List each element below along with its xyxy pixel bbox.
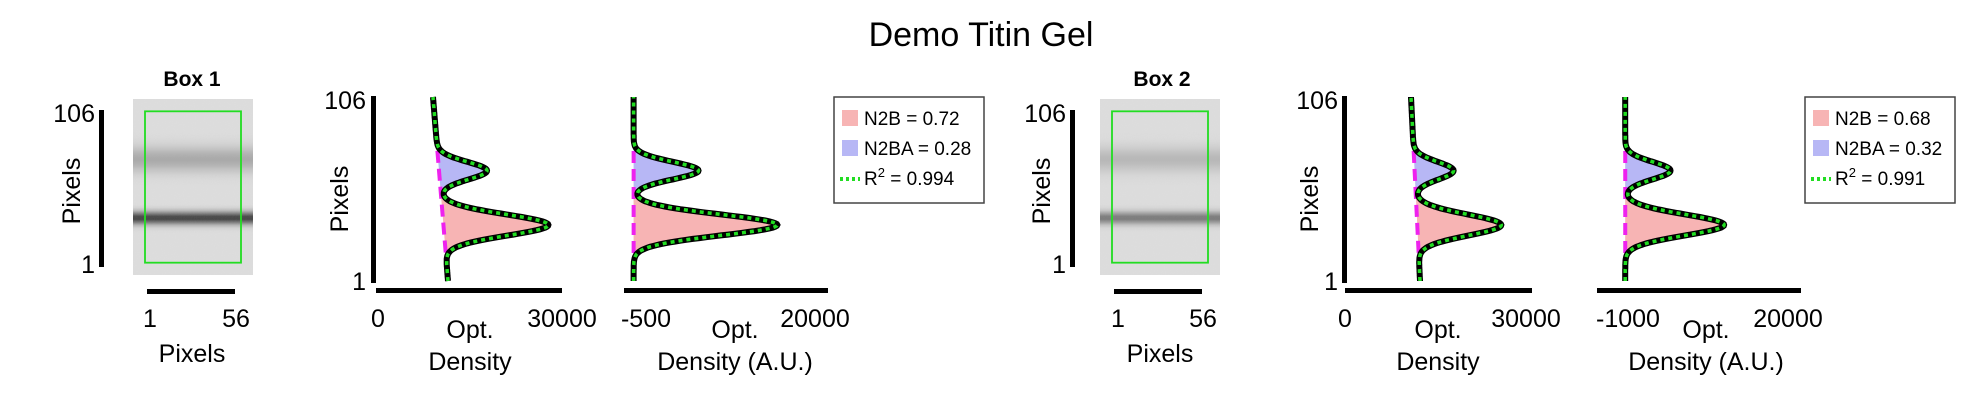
x-tick-label: 20000 [1753,305,1823,333]
legend-swatch-n2b [842,110,858,126]
x-axis-line [1597,288,1801,293]
gel-panel-box-1: Box 1 106 1 Pixels 1 56 Pixels [53,68,253,368]
y-tick-label: 1 [352,268,366,296]
legend-box [833,96,985,204]
density-plot [630,97,781,281]
y-tick-label: 1 [1052,251,1066,279]
legend-label: R [864,169,878,190]
fit-line [431,96,551,282]
figure-title: Demo Titin Gel [869,16,1094,54]
x-axis-line [624,288,828,293]
x-tick-label: 30000 [527,305,597,333]
peak-area-n2b [633,97,778,281]
y-tick-label: 1 [1324,268,1338,296]
raw-profile-line [430,96,552,282]
gel-title: Box 2 [1133,68,1190,91]
x-axis-line [1345,288,1532,293]
y-tick-label: 106 [324,87,366,115]
density-panel-4: -1000 20000 Opt. Density (A.U.) N2B = 0.… [1596,96,1956,376]
y-axis-line [1070,110,1075,267]
y-axis-label: Pixels [1028,158,1056,225]
legend-label: = 0.991 [1856,169,1925,190]
legend-superscript: 2 [1849,165,1856,180]
gel-noise [133,99,253,275]
x-tick-label: 0 [371,305,385,333]
x-tick-label: 0 [1338,305,1352,333]
x-tick-label: -1000 [1596,305,1660,333]
y-tick-label: 106 [1024,100,1066,128]
density-plot [1408,96,1505,282]
peak-area-n2b [433,97,549,281]
density-plot [430,96,552,282]
legend: N2B = 0.72 N2BA = 0.28 R2 = 0.994 [833,96,985,204]
y-axis-line [99,110,104,267]
x-tick-label: 56 [222,305,250,333]
y-axis-line [1342,96,1347,283]
x-axis-label: Pixels [159,340,226,368]
density-panel-3: 106 1 Pixels 0 30000 Opt. Density [1296,87,1561,376]
x-axis-label: Pixels [1127,340,1194,368]
fit-line [1623,97,1726,281]
x-tick-label: 30000 [1491,305,1561,333]
y-axis-label: Pixels [1296,166,1324,233]
gel-panel-box-2: Box 2 106 1 Pixels 1 56 Pixels [1024,68,1220,368]
gel-title: Box 1 [163,68,221,91]
legend: N2B = 0.68 N2BA = 0.32 R2 = 0.991 [1804,96,1956,204]
x-tick-label: 1 [143,305,157,333]
x-axis-label: Opt. [711,316,758,344]
legend-swatch-n2ba [1813,140,1829,156]
roi-box [1111,110,1209,264]
y-tick-label: 106 [53,100,95,128]
y-tick-label: 106 [1296,87,1338,115]
legend-entry: N2BA = 0.28 [864,139,971,160]
x-axis-line [376,288,562,293]
peak-area-n2b [1411,97,1502,281]
raw-profile-line [1408,97,1505,281]
y-tick-label: 1 [81,251,95,279]
y-axis-line [371,96,376,283]
x-axis-label: Density (A.U.) [657,348,813,376]
legend-entry: R2 = 0.991 [1835,165,1925,190]
x-tick-label: 56 [1189,305,1217,333]
x-axis-label: Density [428,348,512,376]
y-axis-label: Pixels [58,158,86,225]
legend-superscript: 2 [878,165,885,180]
legend-entry: R2 = 0.994 [864,165,955,190]
density-plot [1622,97,1728,281]
legend-entry: N2B = 0.72 [864,109,960,130]
legend-entry: N2BA = 0.32 [1835,139,1942,160]
x-axis-line [1114,289,1202,294]
fit-line [631,97,780,281]
x-axis-label: Density [1396,348,1480,376]
x-axis-line [147,289,235,294]
legend-label: R [1835,169,1849,190]
baseline-line [431,96,450,282]
gel-image [1100,99,1220,275]
legend-entry: N2B = 0.68 [1835,109,1931,130]
gel-noise [1100,99,1220,275]
raw-profile-line [630,97,781,281]
gel-image [133,99,253,275]
x-tick-label: -500 [621,305,671,333]
legend-swatch-n2ba [842,140,858,156]
raw-profile-line [1622,97,1728,281]
x-tick-label: 20000 [780,305,850,333]
roi-box [144,110,242,264]
x-axis-label: Opt. [1414,316,1461,344]
density-panel-2: -500 20000 Opt. Density (A.U.) N2B = 0.7… [621,96,985,376]
legend-swatch-n2b [1813,110,1829,126]
x-axis-label: Density (A.U.) [1628,348,1784,376]
legend-label: = 0.994 [885,169,955,190]
density-panel-1: 106 1 Pixels 0 30000 Opt. Density [324,87,596,376]
x-tick-label: 1 [1111,305,1125,333]
legend-box [1804,96,1956,204]
x-axis-label: Opt. [1682,316,1729,344]
peak-area-n2b [1625,97,1725,281]
baseline-line [1409,96,1422,282]
x-axis-label: Opt. [446,316,493,344]
y-axis-label: Pixels [326,166,354,233]
